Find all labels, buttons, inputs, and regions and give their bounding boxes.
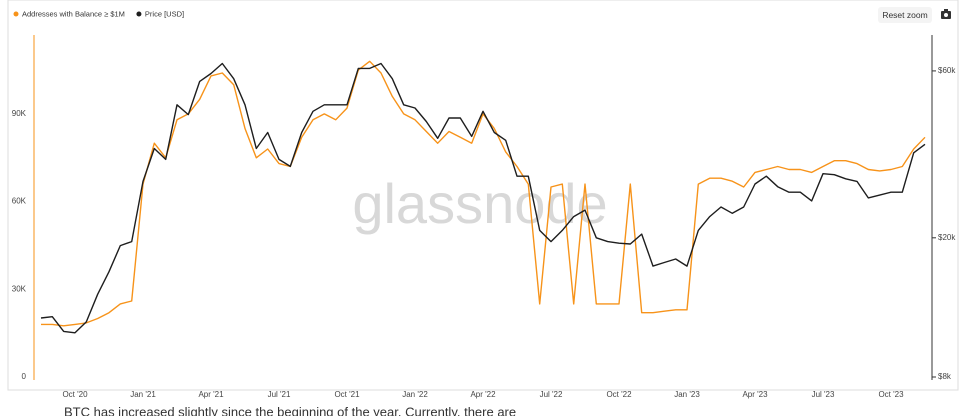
x-tick-label: Jul '21 (268, 390, 291, 399)
x-tick-label: Jul '23 (812, 390, 835, 399)
x-tick-label: Apr '23 (742, 390, 768, 399)
y2-tick-label: $8k (938, 372, 952, 381)
legend-label: Price [USD] (145, 9, 184, 18)
x-tick-label: Oct '23 (878, 390, 904, 399)
legend-marker (136, 11, 142, 17)
y-tick-label: 60K (12, 197, 27, 206)
x-tick-label: Jan '23 (674, 390, 700, 399)
reset-zoom-label[interactable]: Reset zoom (882, 10, 927, 20)
camera-icon[interactable] (941, 9, 951, 19)
x-tick-label: Jan '22 (402, 390, 428, 399)
x-tick-label: Oct '20 (62, 390, 88, 399)
y-tick-label: 90K (12, 109, 27, 118)
footer-text: BTC has increased slightly since the beg… (64, 404, 516, 416)
legend-label: Addresses with Balance ≥ $1M (22, 9, 125, 18)
frame (7, 0, 959, 391)
reset-zoom-button[interactable] (878, 7, 932, 23)
x-tick-label: Jan '21 (130, 390, 156, 399)
x-tick-label: Oct '21 (334, 390, 360, 399)
camera-lens[interactable] (944, 13, 948, 17)
x-tick-label: Apr '21 (198, 390, 224, 399)
y2-tick-label: $20k (938, 233, 956, 242)
y-tick-label: 0 (22, 372, 27, 381)
camera-top[interactable] (944, 9, 948, 11)
x-tick-label: Jul '22 (540, 390, 563, 399)
x-tick-label: Oct '22 (606, 390, 632, 399)
y2-tick-label: $60k (938, 66, 956, 75)
y-tick-label: 30K (12, 284, 27, 293)
watermark: glassnode (352, 172, 607, 235)
legend-marker (13, 11, 19, 17)
series-line (40, 62, 926, 334)
x-tick-label: Apr '22 (470, 390, 496, 399)
